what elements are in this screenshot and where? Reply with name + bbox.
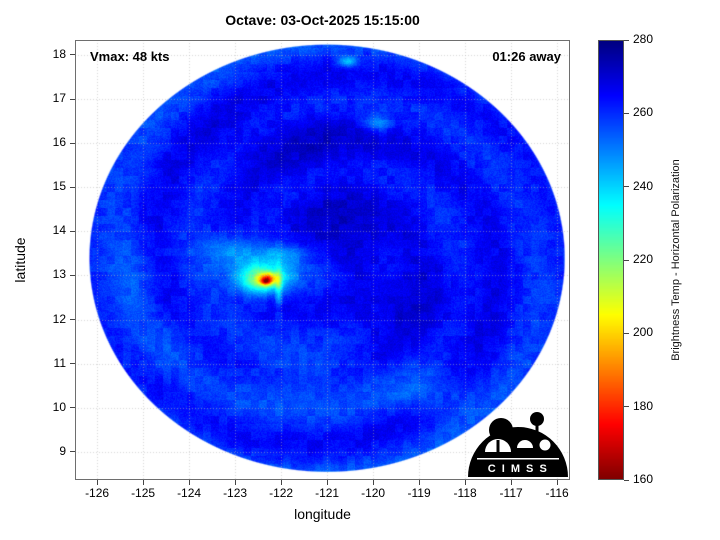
cyclone-heatmap-canvas <box>75 40 570 480</box>
y-tick-label: 17 <box>52 91 66 106</box>
x-tick-mark <box>142 480 144 485</box>
y-tick-mark <box>70 186 75 188</box>
colorbar-tick-label: 280 <box>633 32 654 46</box>
y-tick-label: 11 <box>53 355 66 370</box>
y-tick-mark <box>70 274 75 276</box>
y-tick-mark <box>70 98 75 100</box>
colorbar <box>598 40 624 480</box>
radio-dish-icon <box>539 439 551 451</box>
x-tick-mark <box>418 480 420 485</box>
y-tick-mark <box>70 142 75 144</box>
x-tick-label: -122 <box>269 486 294 500</box>
y-tick-mark <box>70 230 75 232</box>
colorbar-tick-label: 240 <box>633 178 654 193</box>
x-tick-label: -123 <box>223 486 248 500</box>
colorbar-tick-mark <box>624 332 629 334</box>
dome-slit <box>496 440 500 452</box>
water-tower-icon <box>530 412 544 426</box>
colorbar-tick-label: 160 <box>633 472 654 486</box>
logo-hill <box>468 427 568 477</box>
x-tick-mark <box>510 480 512 485</box>
colorbar-tick-label: 220 <box>633 252 654 266</box>
x-tick-label: -126 <box>85 486 110 500</box>
colorbar-tick-mark <box>624 406 629 408</box>
x-tick-label: -121 <box>315 486 340 500</box>
x-tick-mark <box>556 480 558 485</box>
y-tick-label: 13 <box>52 267 66 282</box>
y-tick-label: 18 <box>52 46 66 61</box>
x-tick-label: -116 <box>545 486 569 500</box>
plot-area: Vmax: 48 kts 01:26 away C I M S S <box>75 40 570 480</box>
colorbar-tick-mark <box>624 186 629 188</box>
x-tick-mark <box>280 480 282 485</box>
vmax-annotation: Vmax: 48 kts <box>90 49 170 64</box>
chart-title: Octave: 03-Oct-2025 15:15:00 <box>225 12 420 28</box>
colorbar-tick-mark <box>624 479 629 481</box>
logo-text: C I M S S <box>488 463 549 475</box>
x-tick-mark <box>326 480 328 485</box>
cimss-logo: C I M S S <box>468 412 568 477</box>
y-tick-mark <box>70 319 75 321</box>
x-tick-mark <box>96 480 98 485</box>
colorbar-tick-mark <box>624 259 629 261</box>
y-tick-mark <box>70 54 75 56</box>
x-tick-label: -120 <box>361 486 386 500</box>
colorbar-tick-mark <box>624 112 629 114</box>
colorbar-tick-label: 200 <box>633 325 654 340</box>
colorbar-tick-label: 260 <box>633 105 654 120</box>
colorbar-tick-mark <box>624 39 629 41</box>
colorbar-label: Brightness Temp - Horizontal Polarizatio… <box>670 159 682 361</box>
water-tower-leg <box>535 420 539 436</box>
logo-divider <box>477 458 559 460</box>
x-tick-label: -125 <box>131 486 156 500</box>
x-tick-mark <box>372 480 374 485</box>
x-tick-label: -117 <box>499 486 523 500</box>
logo-dome-bump <box>489 418 513 442</box>
y-tick-label: 15 <box>52 179 66 194</box>
colorbar-tick-label: 180 <box>633 398 654 413</box>
y-tick-mark <box>70 363 75 365</box>
x-tick-label: -124 <box>177 486 202 500</box>
x-tick-mark <box>188 480 190 485</box>
x-axis-label: longitude <box>294 506 351 522</box>
x-tick-mark <box>464 480 466 485</box>
y-tick-mark <box>70 407 75 409</box>
small-dome-icon <box>517 440 533 448</box>
x-tick-label: -118 <box>453 486 477 500</box>
y-tick-label: 12 <box>52 311 66 326</box>
y-tick-mark <box>70 451 75 453</box>
eta-annotation: 01:26 away <box>492 49 561 64</box>
y-tick-label: 16 <box>52 135 66 150</box>
y-tick-label: 9 <box>59 443 66 458</box>
y-tick-label: 10 <box>52 399 66 414</box>
y-axis-label: latitude <box>12 237 28 283</box>
x-tick-label: -119 <box>407 486 431 500</box>
y-tick-label: 14 <box>52 223 66 238</box>
x-tick-mark <box>234 480 236 485</box>
